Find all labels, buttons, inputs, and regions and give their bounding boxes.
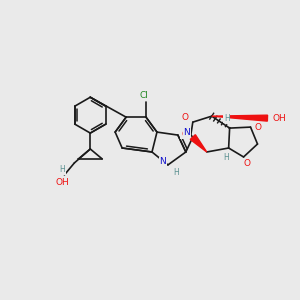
Text: OH: OH [56,178,69,187]
Text: N: N [160,158,166,166]
Text: H: H [59,165,65,174]
Text: Cl: Cl [140,91,148,100]
Text: O: O [181,130,188,139]
Polygon shape [190,135,207,152]
Text: H: H [224,114,230,123]
Text: H: H [173,168,179,177]
Text: H: H [223,154,229,163]
Text: OH: OH [272,114,286,123]
Text: N: N [184,128,190,136]
Polygon shape [212,115,268,121]
Text: O: O [181,113,188,122]
Text: O: O [243,159,250,168]
Text: O: O [255,123,262,132]
